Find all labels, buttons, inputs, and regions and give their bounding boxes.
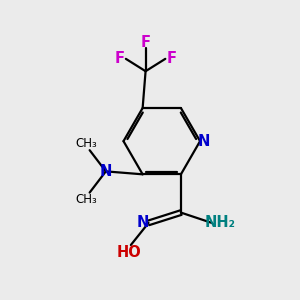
Text: CH₃: CH₃ xyxy=(76,137,98,150)
Text: NH₂: NH₂ xyxy=(205,215,236,230)
Text: CH₃: CH₃ xyxy=(76,193,98,206)
Text: N: N xyxy=(137,215,149,230)
Text: F: F xyxy=(115,51,125,66)
Text: HO: HO xyxy=(117,245,142,260)
Text: F: F xyxy=(141,35,151,50)
Text: N: N xyxy=(197,134,210,149)
Text: N: N xyxy=(100,164,112,179)
Text: F: F xyxy=(166,51,176,66)
